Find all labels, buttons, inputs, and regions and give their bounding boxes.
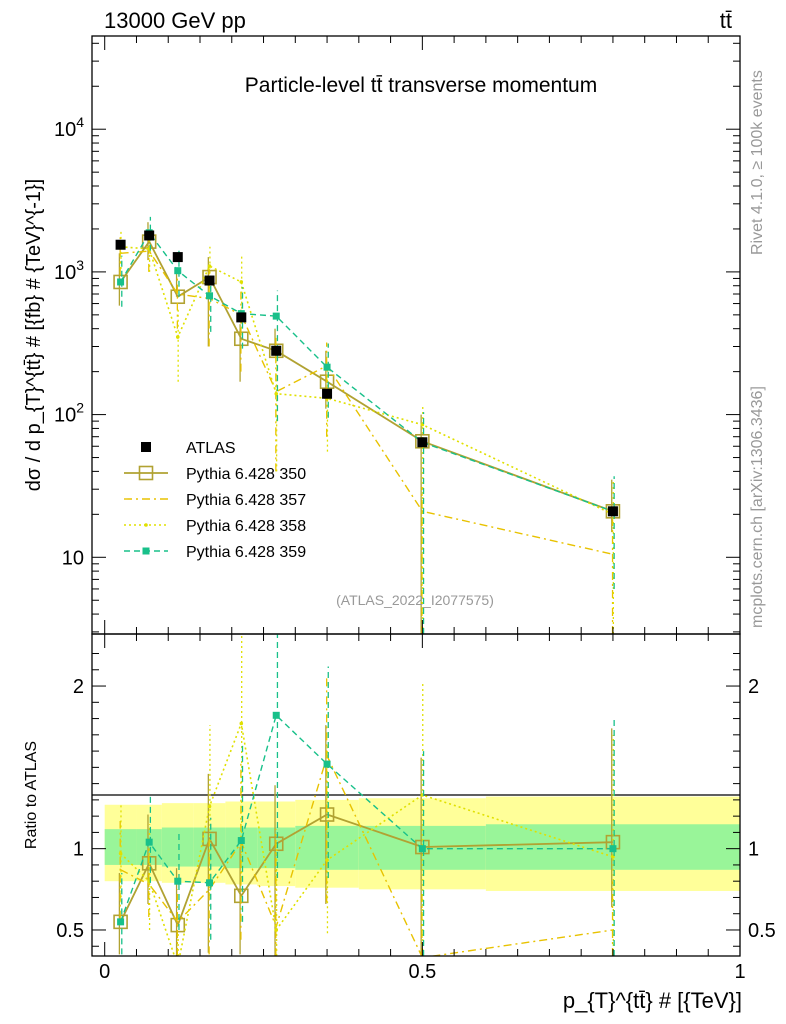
ratio-ytick-label-left: 0.5 — [56, 920, 84, 942]
rivet-label: Rivet 4.1.0, ≥ 100k events — [749, 70, 766, 255]
analysis-id: (ATLAS_2022_I2077575) — [336, 592, 494, 608]
atlas-point — [115, 239, 126, 250]
main-series-pythia-6-428-350 — [113, 222, 621, 634]
pythia-6-428-359-ratio-marker — [237, 837, 245, 845]
energy-label: 13000 GeV pp — [104, 8, 246, 33]
main-ytick-label: 102 — [54, 400, 84, 427]
legend-label: Pythia 6.428 359 — [186, 544, 306, 561]
ratio-clipped — [113, 634, 621, 956]
atlas-point — [607, 506, 618, 517]
atlas-point — [204, 275, 215, 286]
main-ytick-exponent: 2 — [76, 400, 84, 416]
pythia-6-428-358-marker — [239, 280, 244, 284]
ratio-ytick-label-right: 1 — [748, 839, 759, 861]
main-ytick-label: 10 — [62, 547, 84, 569]
ratio-ytick-label-right: 2 — [748, 676, 759, 698]
ratio-ytick-label-left: 1 — [73, 839, 84, 861]
atlas-point — [271, 345, 282, 356]
pythia-6-428-358-ratio-marker — [325, 858, 329, 862]
legend-entry-pythia-6-428-359: Pythia 6.428 359 — [124, 544, 306, 561]
legend-marker — [144, 523, 148, 527]
xtick-labels: 0 0.5 1 — [99, 961, 745, 983]
pythia-6-428-358-marker — [175, 335, 180, 339]
process-label: tt̄ — [720, 8, 732, 33]
main-ytick-label: 104 — [54, 114, 84, 141]
pythia-6-428-358-marker — [207, 264, 212, 268]
atlas-point — [236, 312, 247, 323]
xtick-label: 1 — [734, 961, 745, 983]
main-ytick-exponent: 3 — [76, 257, 84, 273]
main-panel: 10 102 103 104 Particle-level tt̄ transvers… — [23, 35, 741, 635]
legend-label: Pythia 6.428 357 — [186, 492, 306, 509]
pythia-6-428-359-ratio-marker — [206, 879, 214, 887]
legend-marker — [138, 465, 154, 481]
atlas-data-layer — [115, 230, 618, 517]
legend: ATLAS Pythia 6.428 350 Pythia 6.428 357 Pyt… — [124, 440, 306, 561]
pythia-6-428-359-ratio-line — [119, 713, 613, 923]
pythia-6-428-358-marker — [274, 391, 279, 396]
legend-atlas-marker — [141, 442, 151, 452]
main-ylabel: dσ / d p_{T}^{tt̄} # [{fb} # {TeV}^{-1}] — [23, 179, 45, 491]
pythia-6-428-358-ratio-marker — [274, 928, 279, 932]
ratio-panel: 0.5 0.51 12 2 0 0.5 1 Ratio to ATLAS p_{T}^{t… — [23, 633, 776, 1013]
ratio-ytick-label-left: 2 — [73, 676, 84, 698]
legend-label: Pythia 6.428 350 — [186, 466, 306, 483]
pythia-6-428-359-ratio-marker — [117, 918, 125, 926]
ratio-ytick-labels: 0.5 0.5 1 1 2 2 — [56, 676, 776, 942]
main-ytick-label: 103 — [54, 257, 84, 284]
legend-entry-pythia-6-428-357: Pythia 6.428 357 — [124, 492, 306, 509]
xtick-label: 0.5 — [408, 961, 436, 983]
pythia-6-428-359-marker — [272, 312, 280, 320]
pythia-6-428-359-ratio-marker — [418, 845, 426, 853]
main-ytick-exponent: 4 — [76, 114, 84, 130]
atlas-point — [144, 230, 155, 241]
legend-entry-pythia-6-428-358: Pythia 6.428 358 — [124, 518, 306, 535]
atlas-point — [322, 388, 333, 399]
xtick-label: 0 — [99, 961, 110, 983]
chart-title: Particle-level tt̄ transverse momentum — [245, 74, 597, 97]
pythia-6-428-359-ratio-marker — [174, 877, 182, 885]
ratio-series-pythia-6-428-359 — [117, 634, 617, 956]
pythia-6-428-359-marker — [117, 278, 125, 286]
pythia-6-428-359-marker — [206, 292, 214, 300]
pythia-6-428-359-ratio-marker — [145, 838, 153, 846]
ratio-axis-ticks — [92, 634, 741, 956]
pythia-6-428-350-line — [119, 239, 614, 513]
atlas-point — [172, 252, 183, 263]
pythia-6-428-358-ratio-marker — [239, 721, 244, 726]
legend-label: Pythia 6.428 358 — [186, 518, 306, 535]
x-axis-label: p_{T}^{tt̄} # [{TeV}] — [563, 988, 742, 1013]
pythia-6-428-359-marker — [323, 363, 331, 371]
legend-marker — [142, 547, 150, 555]
atlas-point — [417, 437, 428, 448]
ratio-ytick-label-right: 0.5 — [748, 920, 776, 942]
legend-label: ATLAS — [186, 440, 236, 457]
main-series-pythia-6-428-357 — [119, 235, 614, 634]
pythia-6-428-359-ratio-marker — [323, 760, 331, 768]
pythia-6-428-359-marker — [174, 267, 182, 275]
legend-entry-pythia-6-428-350: Pythia 6.428 350 — [124, 465, 306, 483]
main-axis-ticks — [92, 36, 741, 634]
ratio-series-layer — [113, 634, 621, 956]
ratio-inner-band — [161, 827, 194, 867]
pythia-6-428-359-ratio-marker — [272, 711, 280, 719]
mcplots-label: mcplots.cern.ch [arXiv:1306.3436] — [749, 386, 766, 628]
ratio-ylabel: Ratio to ATLAS — [23, 741, 40, 849]
main-series-layer — [113, 216, 621, 634]
pythia-6-428-350-marker — [113, 274, 128, 290]
pythia-6-428-358-ratio-marker — [207, 804, 212, 809]
ratio-frame — [91, 633, 741, 957]
main-series-pythia-6-428-358 — [118, 230, 615, 634]
pythia-6-428-359-ratio-marker — [609, 845, 617, 853]
pythia-6-428-358-ratio-marker — [118, 851, 123, 856]
main-ytick-labels: 10 102 103 104 — [54, 114, 84, 569]
legend-entry-atlas: ATLAS — [141, 440, 236, 457]
